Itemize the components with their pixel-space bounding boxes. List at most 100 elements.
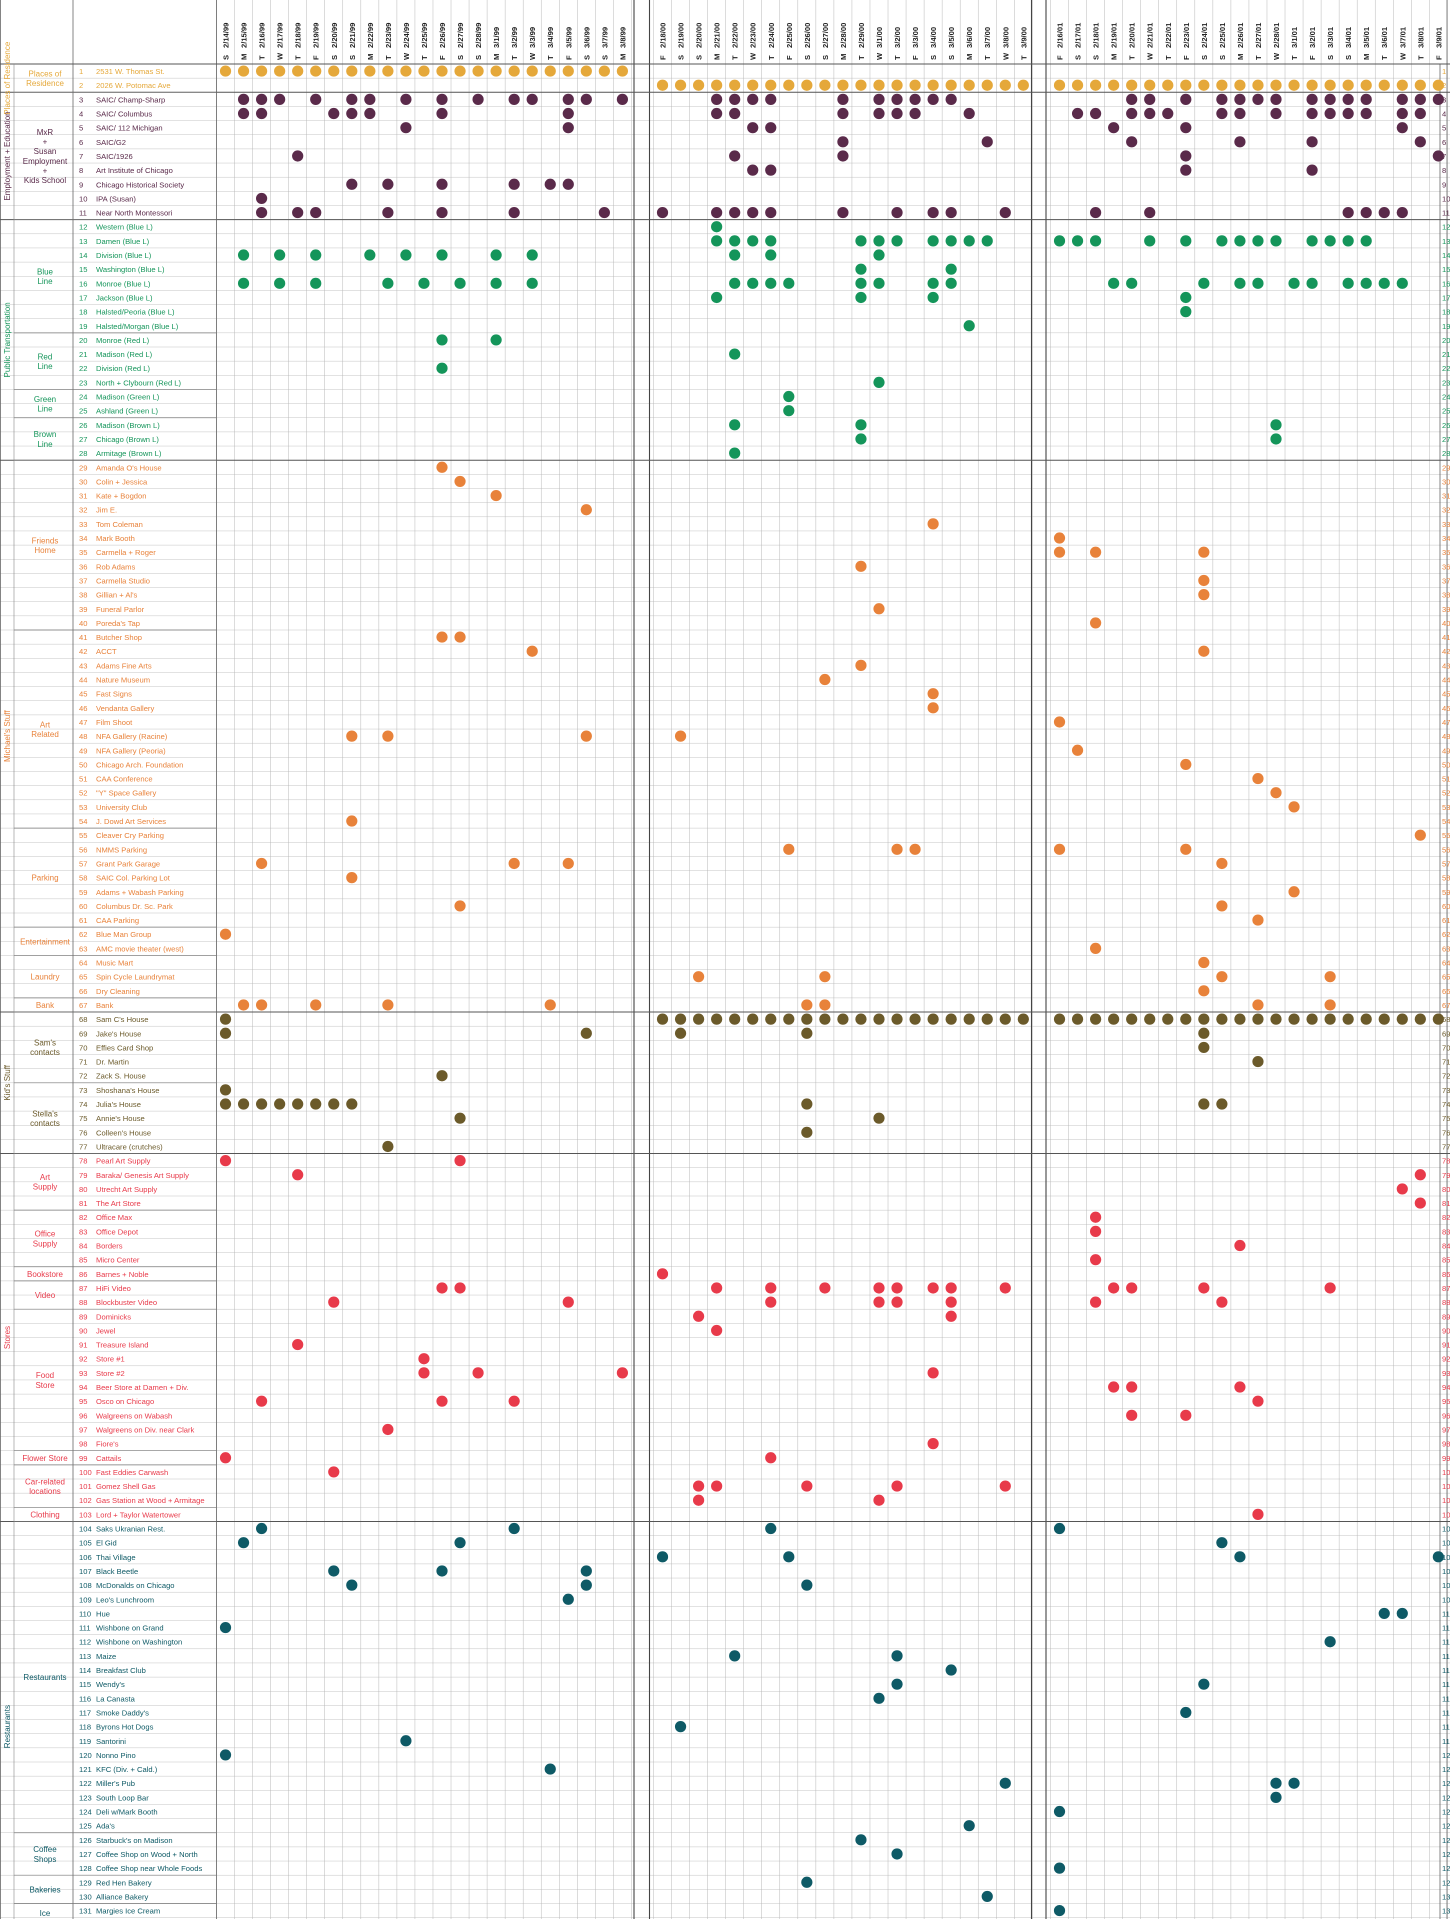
date-label: 3/6/99 (582, 27, 591, 48)
row-number: 109 (79, 1595, 92, 1604)
row-number-right: 33 (1442, 520, 1450, 529)
group-label: Places of (29, 69, 63, 78)
visit-dot (1144, 79, 1156, 91)
row-number: 85 (79, 1256, 87, 1265)
visit-dot (729, 107, 741, 120)
group-label: + (43, 138, 48, 147)
row-label: Funeral Parlor (96, 605, 145, 614)
row-label: Office Max (96, 1213, 132, 1222)
visit-dot (927, 688, 939, 700)
visit-dot (1288, 277, 1300, 289)
visit-dot (963, 1820, 975, 1832)
day-label: F (1182, 55, 1191, 60)
visit-dot (1252, 772, 1264, 785)
visit-dot (1144, 107, 1156, 120)
visit-dot (1071, 1013, 1084, 1025)
visit-dot (909, 1013, 921, 1025)
visit-dot (765, 1013, 777, 1025)
group-label: MxR (37, 128, 54, 137)
visit-dot (1324, 107, 1336, 120)
row-label: Office Depot (96, 1227, 139, 1236)
date-label: 2/19/99 (312, 23, 321, 48)
visit-dot (747, 277, 759, 289)
date-label: 2/21/01 (1146, 22, 1155, 48)
row-number: 10 (79, 194, 87, 203)
row-number-right: 68 (1442, 1015, 1450, 1024)
date-label: 2/24/99 (402, 23, 411, 48)
visit-dot (382, 206, 394, 219)
row-label: Madison (Green L) (96, 393, 160, 402)
visit-dot (346, 872, 358, 884)
row-number-right: 113 (1442, 1652, 1450, 1661)
visit-dot (1234, 136, 1246, 148)
row-label: Beer Store at Damen + Div. (96, 1383, 189, 1392)
row-number-right: 104 (1442, 1525, 1450, 1534)
visit-dot (219, 1155, 232, 1167)
row-label: Jake's House (96, 1029, 141, 1038)
visit-dot (981, 79, 993, 91)
row-label: Music Mart (96, 959, 134, 968)
visit-dot (436, 1565, 448, 1577)
visit-dot (1324, 93, 1336, 105)
row-label: Colin + Jessica (96, 477, 148, 486)
visit-dot (801, 1126, 813, 1138)
row-number-right: 4 (1442, 110, 1446, 119)
row-number-right: 126 (1442, 1836, 1450, 1845)
date-label: 2/21/99 (348, 23, 357, 48)
row-number-right: 109 (1442, 1595, 1450, 1604)
day-label: W (1398, 52, 1407, 60)
visit-dot (1270, 433, 1282, 445)
visit-dot (855, 560, 867, 572)
group-label: contacts (30, 1048, 60, 1057)
row-number-right: 5 (1442, 124, 1446, 133)
row-label: McDonalds on Chicago (96, 1581, 175, 1590)
visit-dot (1180, 291, 1192, 304)
date-label: 3/6/01 (1380, 26, 1389, 48)
row-number: 114 (79, 1666, 91, 1675)
row-number-right: 10 (1442, 194, 1450, 203)
visit-dot (490, 65, 502, 77)
row-label: Washington (Blue L) (96, 265, 165, 274)
visit-dot (1090, 617, 1102, 629)
day-label: M (1236, 54, 1245, 60)
row-number-right: 111 (1442, 1624, 1450, 1633)
day-label: F (1308, 55, 1317, 60)
category-label: Places of Residence (3, 41, 12, 114)
row-label: SAIC Col. Parking Lot (96, 874, 171, 883)
row-label: Spin Cycle Laundrymat (96, 973, 175, 982)
row-number-right: 13 (1442, 237, 1450, 246)
visit-dot (454, 631, 466, 643)
row-number-right: 30 (1442, 477, 1450, 486)
day-label: S (1074, 55, 1083, 60)
visit-dot (656, 1551, 669, 1563)
row-number: 86 (79, 1270, 87, 1279)
day-label: S (222, 55, 231, 60)
row-number: 32 (79, 506, 87, 515)
visit-dot (436, 178, 448, 190)
day-label: S (582, 55, 591, 60)
day-label: T (420, 55, 429, 60)
visit-dot (819, 1013, 831, 1025)
day-label: S (1092, 55, 1101, 60)
visit-dot (436, 1070, 448, 1082)
row-number-right: 107 (1442, 1567, 1450, 1576)
row-number-right: 78 (1442, 1157, 1450, 1166)
row-number: 48 (79, 732, 87, 741)
visit-dot (927, 702, 939, 714)
visit-dot (382, 730, 394, 742)
visit-dot (418, 1367, 430, 1379)
visit-dot (454, 277, 466, 289)
visit-dot (711, 1013, 723, 1025)
visit-dot (891, 1013, 903, 1025)
row-number: 129 (79, 1878, 92, 1887)
visit-dot (1342, 107, 1354, 120)
visit-dot (945, 1310, 957, 1322)
group-label: Restaurants (23, 1673, 66, 1682)
visit-dot (1090, 1013, 1102, 1025)
visit-dot (1108, 1282, 1120, 1294)
row-number-right: 22 (1442, 364, 1450, 373)
visit-dot (891, 1296, 903, 1308)
visit-dot (1216, 900, 1228, 912)
visit-dot (454, 475, 466, 488)
row-number: 21 (79, 350, 87, 359)
